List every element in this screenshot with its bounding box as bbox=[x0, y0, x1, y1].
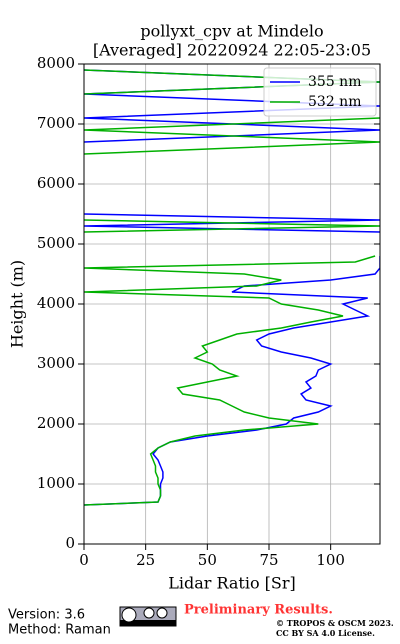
badge-sa bbox=[156, 607, 168, 619]
legend-label: 355 nm bbox=[308, 74, 361, 90]
y-tick-label: 7000 bbox=[37, 114, 75, 132]
plot-frame bbox=[83, 63, 381, 545]
x-tick-label: 25 bbox=[136, 551, 155, 569]
status: Preliminary Results. bbox=[184, 603, 333, 618]
x-tick-label: 100 bbox=[316, 551, 345, 569]
x-tick-label: 75 bbox=[259, 551, 278, 569]
y-tick-label: 2000 bbox=[37, 414, 75, 432]
copyright: © TROPOS & OSCM 2023. bbox=[276, 618, 394, 628]
y-tick-label: 6000 bbox=[37, 174, 75, 192]
y-tick-label: 0 bbox=[65, 534, 75, 552]
method: Method: Raman bbox=[8, 623, 111, 638]
y-tick-label: 4000 bbox=[37, 294, 75, 312]
y-tick-label: 8000 bbox=[37, 54, 75, 72]
x-axis-label: Lidar Ratio [Sr] bbox=[168, 574, 296, 593]
legend-box bbox=[263, 67, 377, 117]
license: CC BY SA 4.0 License. bbox=[276, 628, 375, 638]
cc-badge bbox=[119, 606, 177, 627]
chart-subtitle: [Averaged] 20220924 22:05-23:05 bbox=[93, 41, 371, 60]
data-line bbox=[84, 69, 380, 506]
x-tick-label: 50 bbox=[198, 551, 217, 569]
y-axis-label: Height (m) bbox=[8, 260, 27, 348]
badge-by bbox=[143, 607, 155, 619]
chart-title: pollyxt_cpv at Mindelo bbox=[140, 22, 323, 41]
badge-cc bbox=[121, 607, 137, 623]
badge-band bbox=[120, 620, 176, 626]
y-tick-label: 1000 bbox=[37, 474, 75, 492]
legend-label: 532 nm bbox=[308, 94, 361, 110]
y-tick-label: 3000 bbox=[37, 354, 75, 372]
y-tick-label: 5000 bbox=[37, 234, 75, 252]
x-tick-label: 0 bbox=[79, 551, 89, 569]
version: Version: 3.6 bbox=[8, 608, 85, 623]
